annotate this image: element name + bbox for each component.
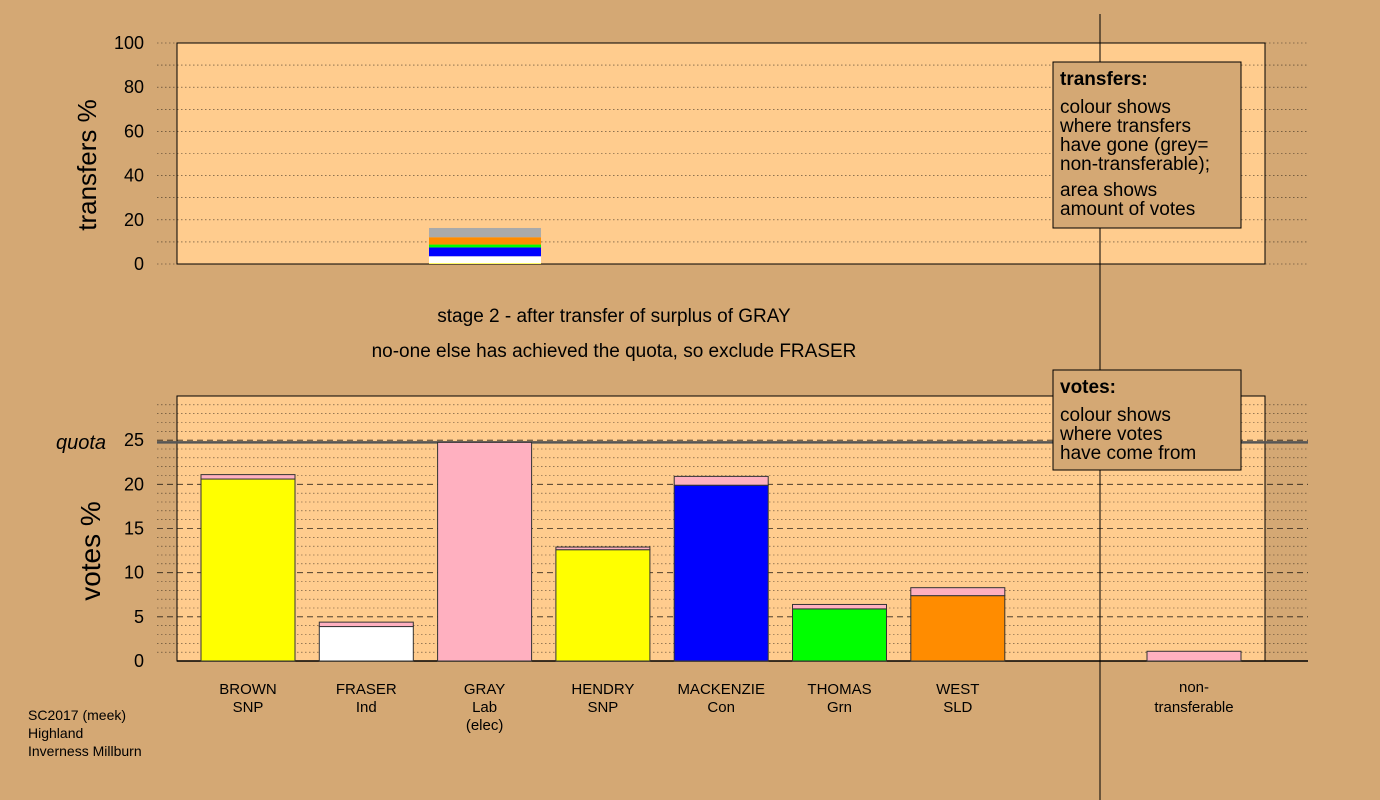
vote-bars bbox=[200, 441, 1242, 662]
transfer-segment bbox=[429, 244, 541, 248]
votes-y-tick-label: 10 bbox=[124, 563, 144, 583]
transfers-legend-line: area shows bbox=[1060, 180, 1157, 201]
transfer-segment bbox=[429, 227, 541, 238]
votes-y-tick-label: 20 bbox=[124, 474, 144, 494]
candidate-name: HENDRY bbox=[571, 681, 634, 698]
transfers-y-tick-label: 0 bbox=[134, 254, 144, 274]
transfers-y-tick-label: 40 bbox=[124, 166, 144, 186]
candidate-name: FRASER bbox=[336, 681, 397, 698]
candidate-name: WEST bbox=[936, 681, 979, 698]
nontransferable-bar bbox=[1146, 650, 1242, 662]
votes-y-tick-label: 15 bbox=[124, 519, 144, 539]
vote-segment bbox=[673, 475, 769, 486]
vote-segment bbox=[792, 603, 887, 610]
candidate-party: SNP bbox=[587, 699, 618, 716]
votes-y-label: votes % bbox=[75, 501, 106, 601]
transfers-legend-title: transfers: bbox=[1060, 69, 1148, 90]
vote-segment bbox=[910, 587, 1006, 597]
candidate-name: BROWN bbox=[219, 681, 277, 698]
stage-title: stage 2 - after transfer of surplus of G… bbox=[437, 306, 791, 327]
candidate-name: GRAY bbox=[464, 681, 505, 698]
candidate-labels: BROWNSNPFRASERIndGRAYLab(elec)HENDRYSNPM… bbox=[219, 679, 1233, 734]
transfers-legend: transfers: colour shows where transfers … bbox=[1052, 61, 1242, 229]
candidate-party: SLD bbox=[943, 699, 972, 716]
transfers-legend-line: have gone (grey= bbox=[1060, 135, 1208, 156]
candidate-party: Grn bbox=[827, 699, 852, 716]
vote-segment bbox=[318, 626, 414, 662]
vote-segment bbox=[318, 621, 414, 628]
votes-y-tick-label: 25 bbox=[124, 430, 144, 450]
vote-segment bbox=[673, 484, 769, 662]
transfers-y-label: transfers % bbox=[72, 99, 102, 231]
nontransferable-label: non- bbox=[1179, 679, 1209, 696]
candidate-party: Con bbox=[707, 699, 735, 716]
votes-legend-title: votes: bbox=[1060, 377, 1116, 398]
vote-segment bbox=[200, 478, 296, 662]
transfers-y-ticks: 0 20 40 60 80 100 bbox=[114, 33, 144, 274]
candidate-name: THOMAS bbox=[807, 681, 871, 698]
transfers-y-tick-label: 100 bbox=[114, 33, 144, 53]
candidate-party: SNP bbox=[233, 699, 264, 716]
transfers-y-tick-label: 80 bbox=[124, 77, 144, 97]
votes-y-tick-label: 5 bbox=[134, 607, 144, 627]
transfers-y-tick-label: 20 bbox=[124, 210, 144, 230]
vote-segment bbox=[910, 595, 1006, 662]
votes-legend-line: colour shows bbox=[1060, 405, 1171, 426]
transfer-segment bbox=[429, 263, 541, 264]
votes-y-ticks: 0 5 10 15 20 25 bbox=[124, 430, 144, 671]
candidate-name: MACKENZIE bbox=[677, 681, 765, 698]
footer-line: Inverness Millburn bbox=[28, 743, 142, 759]
transfer-bars bbox=[429, 227, 541, 264]
transfers-y-tick-label: 60 bbox=[124, 121, 144, 141]
vote-segment bbox=[555, 546, 651, 551]
candidate-party: Ind bbox=[356, 699, 377, 716]
candidate-status: (elec) bbox=[466, 717, 504, 734]
vote-segment bbox=[200, 474, 296, 480]
stage-subtitle: no-one else has achieved the quota, so e… bbox=[372, 341, 857, 362]
votes-y-tick-label: 0 bbox=[134, 651, 144, 671]
footer-line: Highland bbox=[28, 725, 83, 741]
votes-legend: votes: colour shows where votes have com… bbox=[1052, 369, 1242, 471]
transfer-segment bbox=[429, 256, 541, 264]
vote-segment bbox=[437, 441, 533, 662]
quota-label: quota bbox=[56, 432, 106, 454]
nontransferable-label: transferable bbox=[1154, 699, 1233, 716]
transfers-legend-line: colour shows bbox=[1060, 97, 1171, 118]
transfer-segment bbox=[429, 247, 541, 257]
transfer-segment bbox=[429, 237, 541, 245]
candidate-party: Lab bbox=[472, 699, 497, 716]
transfers-legend-line: where transfers bbox=[1059, 116, 1191, 137]
vote-segment bbox=[555, 549, 651, 662]
votes-legend-line: have come from bbox=[1060, 443, 1196, 464]
votes-legend-line: where votes bbox=[1059, 424, 1162, 445]
vote-segment bbox=[792, 608, 887, 662]
transfers-legend-line: amount of votes bbox=[1060, 199, 1195, 220]
transfers-legend-line: non-transferable); bbox=[1060, 154, 1210, 175]
footer-line: SC2017 (meek) bbox=[28, 707, 126, 723]
